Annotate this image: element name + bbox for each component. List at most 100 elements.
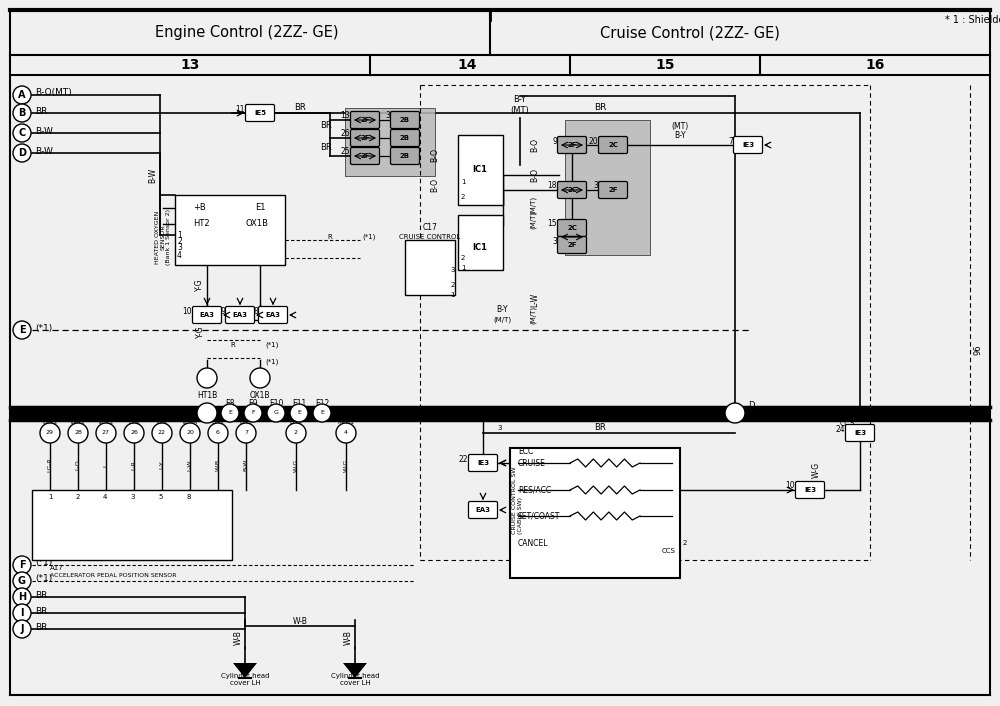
Text: 22: 22 <box>458 455 468 464</box>
Text: HT1B: HT1B <box>197 390 217 400</box>
Circle shape <box>286 423 306 443</box>
Text: 7: 7 <box>244 431 248 436</box>
Text: C17: C17 <box>423 224 437 232</box>
Text: 2B: 2B <box>400 135 410 141</box>
FancyBboxPatch shape <box>390 112 420 128</box>
Circle shape <box>152 423 172 443</box>
Circle shape <box>180 423 200 443</box>
Text: IC1: IC1 <box>473 165 488 174</box>
Text: 2F: 2F <box>567 242 577 248</box>
FancyBboxPatch shape <box>796 481 824 498</box>
Text: 9: 9 <box>552 136 557 145</box>
Text: 4: 4 <box>103 494 107 500</box>
Text: 28: 28 <box>74 431 82 436</box>
Text: L-W: L-W <box>530 293 539 307</box>
Text: +B: +B <box>193 203 206 213</box>
Text: E: E <box>297 410 301 416</box>
Text: IE3: IE3 <box>804 487 816 493</box>
Text: 2: 2 <box>461 255 465 261</box>
Text: 4: 4 <box>344 431 348 436</box>
Text: EA3: EA3 <box>266 312 280 318</box>
Circle shape <box>313 404 331 422</box>
Text: Cylinder head
cover LH: Cylinder head cover LH <box>221 673 269 686</box>
Text: E12: E12 <box>315 398 329 407</box>
Text: B: B <box>18 108 26 118</box>
FancyBboxPatch shape <box>226 306 254 323</box>
Text: HT2: HT2 <box>193 220 210 229</box>
Text: OX1B: OX1B <box>250 390 270 400</box>
Circle shape <box>267 404 285 422</box>
Text: B-O: B-O <box>430 148 440 162</box>
Text: 11: 11 <box>236 104 245 114</box>
Text: 5: 5 <box>159 494 163 500</box>
Text: I: I <box>20 608 24 618</box>
Bar <box>458 215 503 270</box>
Text: 24: 24 <box>835 424 845 433</box>
Text: 10: 10 <box>182 306 192 316</box>
Text: Y-G: Y-G <box>194 279 204 292</box>
Text: 1: 1 <box>48 494 52 500</box>
Text: E8: E8 <box>225 398 235 407</box>
Text: CCS: CCS <box>839 419 855 428</box>
FancyBboxPatch shape <box>258 306 288 323</box>
Text: BR: BR <box>294 104 306 112</box>
Text: W-G: W-G <box>294 458 298 472</box>
Text: OX1B: OX1B <box>245 220 268 229</box>
Text: CRUISE: CRUISE <box>518 458 546 467</box>
Text: E9: E9 <box>248 398 258 407</box>
Text: 1: 1 <box>177 230 182 239</box>
Text: 14: 14 <box>457 58 477 72</box>
Text: W-B: W-B <box>293 618 307 626</box>
Text: W-B: W-B <box>216 459 220 471</box>
FancyBboxPatch shape <box>558 237 586 253</box>
Text: BR: BR <box>594 424 606 433</box>
Text: 3: 3 <box>177 244 182 253</box>
Text: 2B: 2B <box>400 117 410 123</box>
Text: 13: 13 <box>180 58 200 72</box>
Text: E10: E10 <box>269 398 283 407</box>
Text: 22: 22 <box>158 431 166 436</box>
Text: Engine Control (2ZZ- GE): Engine Control (2ZZ- GE) <box>155 25 339 40</box>
Text: BR: BR <box>35 590 47 599</box>
Text: C: C <box>18 128 26 138</box>
Circle shape <box>13 556 31 574</box>
FancyBboxPatch shape <box>558 136 586 153</box>
Circle shape <box>13 104 31 122</box>
Bar <box>458 135 503 205</box>
Text: (M/T): (M/T) <box>530 306 536 324</box>
Text: HEATED OXYGEN
SENSOR
(Bank 1 Sensor 2): HEATED OXYGEN SENSOR (Bank 1 Sensor 2) <box>155 209 171 265</box>
Text: 1: 1 <box>450 292 455 298</box>
Text: 3: 3 <box>593 181 598 191</box>
Text: H: H <box>18 592 26 602</box>
Text: (*1): (*1) <box>362 234 375 240</box>
Text: B-O: B-O <box>530 138 539 152</box>
Text: B-W: B-W <box>35 147 53 155</box>
Circle shape <box>725 403 745 423</box>
Text: 26: 26 <box>130 431 138 436</box>
Text: 6: 6 <box>205 410 209 416</box>
Bar <box>10 407 990 420</box>
Text: CRUISE CONTROL SW
(CABLE SW): CRUISE CONTROL SW (CABLE SW) <box>512 466 523 534</box>
Text: IC1: IC1 <box>473 244 488 253</box>
Text: 27: 27 <box>102 431 110 436</box>
Circle shape <box>250 368 270 388</box>
Text: ACCELERATOR PEDAL POSITION SENSOR: ACCELERATOR PEDAL POSITION SENSOR <box>50 573 176 578</box>
Circle shape <box>13 124 31 142</box>
Text: (*1): (*1) <box>35 558 52 568</box>
Text: 3: 3 <box>450 267 455 273</box>
Text: 2F: 2F <box>567 142 577 148</box>
Text: L: L <box>104 463 108 467</box>
Text: R: R <box>328 234 332 240</box>
Text: G: G <box>18 576 26 586</box>
FancyBboxPatch shape <box>390 148 420 164</box>
Text: IE5: IE5 <box>254 110 266 116</box>
Text: ME01: ME01 <box>338 421 354 426</box>
Text: L-Y: L-Y <box>160 460 164 469</box>
Text: LG-R: LG-R <box>48 457 52 472</box>
FancyBboxPatch shape <box>734 136 763 153</box>
FancyBboxPatch shape <box>846 424 874 441</box>
Text: 2F: 2F <box>360 135 370 141</box>
Circle shape <box>68 423 88 443</box>
Text: F: F <box>19 560 25 570</box>
Text: L-O: L-O <box>76 460 80 470</box>
